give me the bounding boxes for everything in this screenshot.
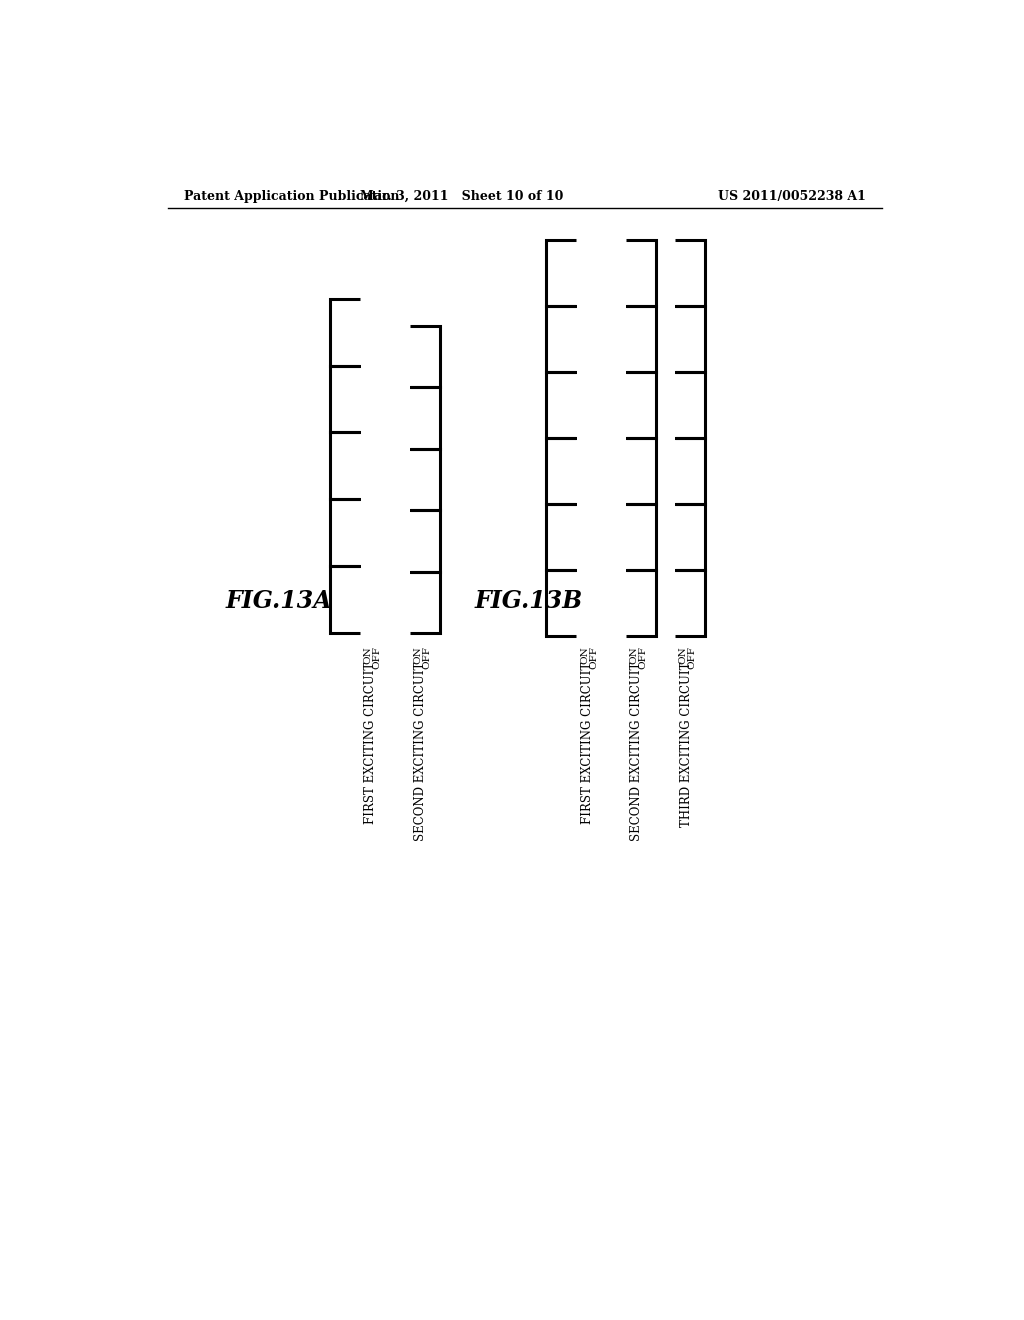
Text: OFF: OFF [423,647,431,669]
Text: ON: ON [581,647,590,664]
Text: SECOND EXCITING CIRCUIT: SECOND EXCITING CIRCUIT [631,661,643,841]
Text: OFF: OFF [638,647,647,669]
Text: Mar. 3, 2011   Sheet 10 of 10: Mar. 3, 2011 Sheet 10 of 10 [359,190,563,202]
Text: ON: ON [364,647,373,664]
Text: ON: ON [414,647,423,664]
Text: ON: ON [679,647,688,664]
Text: OFF: OFF [687,647,696,669]
Text: SECOND EXCITING CIRCUIT: SECOND EXCITING CIRCUIT [415,661,427,841]
Text: OFF: OFF [373,647,381,669]
Text: OFF: OFF [589,647,598,669]
Text: FIG.13B: FIG.13B [475,589,583,612]
Text: Patent Application Publication: Patent Application Publication [183,190,399,202]
Text: US 2011/0052238 A1: US 2011/0052238 A1 [718,190,866,202]
Text: FIRST EXCITING CIRCUIT: FIRST EXCITING CIRCUIT [582,661,594,824]
Text: ON: ON [630,647,639,664]
Text: FIRST EXCITING CIRCUIT: FIRST EXCITING CIRCUIT [365,661,378,824]
Text: THIRD EXCITING CIRCUIT: THIRD EXCITING CIRCUIT [680,661,692,828]
Text: FIG.13A: FIG.13A [225,589,332,612]
